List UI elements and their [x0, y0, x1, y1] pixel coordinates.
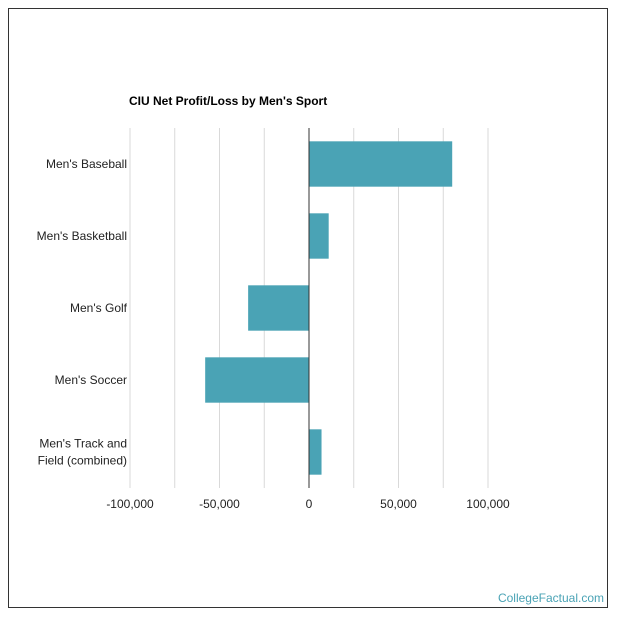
- bar: [205, 357, 309, 403]
- category-label: Men's Basketball: [37, 229, 127, 243]
- x-tick-label: -50,000: [199, 497, 240, 511]
- chart-title: CIU Net Profit/Loss by Men's Sport: [129, 94, 328, 108]
- bar: [309, 213, 329, 259]
- category-label: Men's Soccer: [55, 373, 127, 387]
- category-label: Men's Baseball: [46, 157, 127, 171]
- x-tick-label: -100,000: [106, 497, 154, 511]
- bar: [309, 429, 322, 475]
- brand-watermark[interactable]: CollegeFactual.com: [497, 591, 604, 605]
- bar: [309, 141, 453, 187]
- category-label: Men's Golf: [70, 301, 128, 315]
- x-tick-label: 100,000: [466, 497, 510, 511]
- category-label: Men's Track and Field (combined): [38, 437, 127, 468]
- x-tick-label: 50,000: [380, 497, 417, 511]
- x-tick-label: 0: [306, 497, 313, 511]
- bar: [248, 285, 309, 331]
